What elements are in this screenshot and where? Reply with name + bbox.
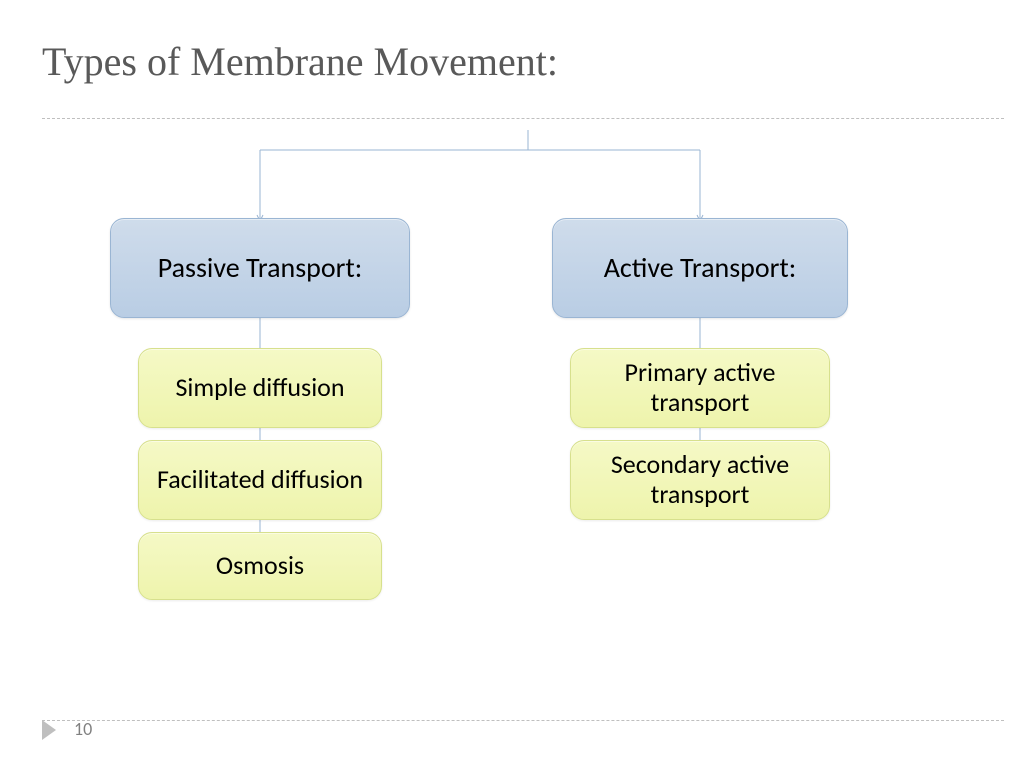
node-simple: Simple diffusion [138,348,382,428]
node-primary: Primary active transport [570,348,830,428]
divider-bottom [42,720,1004,721]
next-slide-icon [42,720,56,740]
node-secondary: Secondary active transport [570,440,830,520]
node-passive: Passive Transport: [110,218,410,318]
node-active: Active Transport: [552,218,848,318]
node-osmosis: Osmosis [138,532,382,600]
divider-top [42,118,1004,119]
page-title: Types of Membrane Movement: [42,38,558,85]
node-facil: Facilitated diffusion [138,440,382,520]
page-number: 10 [74,718,92,740]
